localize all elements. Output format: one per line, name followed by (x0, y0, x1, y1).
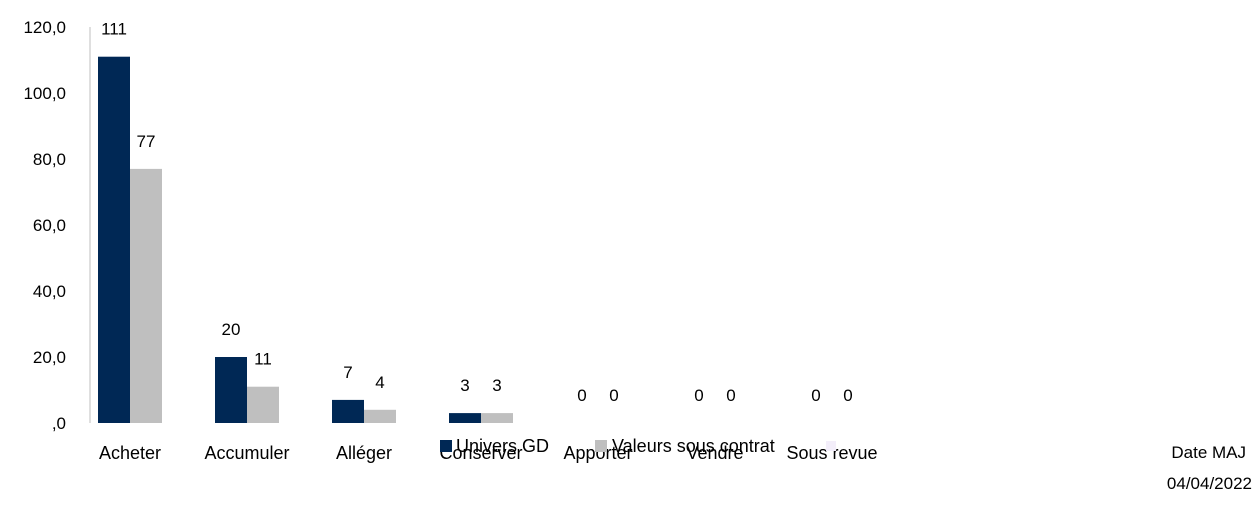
category-label-accumuler: Accumuler (204, 443, 289, 463)
data-labels-group: 111 77 20 11 7 4 3 3 0 0 0 0 0 0 (101, 20, 853, 405)
data-label-valeurs-sous-contrat-vendre: 0 (726, 386, 735, 405)
data-label-univers-gd-sous-revue: 0 (811, 386, 820, 405)
data-label-univers-gd-acheter: 111 (101, 20, 127, 39)
bar-univers-gd-conserver (449, 413, 481, 423)
bars-group (98, 56, 513, 423)
y-tick-label: 80,0 (33, 150, 66, 169)
legend-swatch-empty (826, 441, 836, 451)
data-label-univers-gd-alleger: 7 (343, 363, 352, 382)
bar-valeurs-sous-contrat-conserver (481, 413, 513, 423)
y-tick-label: 100,0 (23, 84, 66, 103)
y-tick-label: 120,0 (23, 18, 66, 37)
legend-label-valeurs-sous-contrat: Valeurs sous contrat (612, 436, 775, 456)
data-label-univers-gd-vendre: 0 (694, 386, 703, 405)
y-tick-label: 60,0 (33, 216, 66, 235)
data-label-valeurs-sous-contrat-alleger: 4 (375, 373, 384, 392)
y-tick-label: ,0 (52, 414, 66, 433)
bar-univers-gd-accumuler (215, 357, 247, 423)
legend-label-univers-gd: Univers GD (456, 436, 549, 456)
bar-univers-gd-alleger (332, 399, 364, 423)
data-label-valeurs-sous-contrat-acheter: 77 (137, 132, 156, 151)
bar-valeurs-sous-contrat-alleger (364, 409, 396, 423)
category-label-vendre: Vendre (686, 443, 743, 463)
legend: Univers GD Valeurs sous contrat (440, 436, 836, 456)
category-label-apporter: Apporter (563, 443, 632, 463)
y-axis-ticks: ,0 20,0 40,0 60,0 80,0 100,0 120,0 (23, 18, 66, 433)
category-label-alleger: Alléger (336, 443, 392, 463)
date-maj-label: Date MAJ (1171, 443, 1246, 462)
data-label-valeurs-sous-contrat-conserver: 3 (492, 376, 501, 395)
category-label-sous-revue: Sous revue (786, 443, 877, 463)
date-maj-value: 04/04/2022 (1167, 474, 1252, 493)
legend-swatch-valeurs-sous-contrat (595, 440, 607, 452)
category-labels-group: Acheter Accumuler Alléger Conserver Apporter… (99, 443, 878, 463)
bar-valeurs-sous-contrat-accumuler (247, 386, 279, 423)
y-tick-label: 40,0 (33, 282, 66, 301)
data-label-univers-gd-conserver: 3 (460, 376, 469, 395)
y-tick-label: 20,0 (33, 348, 66, 367)
data-label-valeurs-sous-contrat-sous-revue: 0 (843, 386, 852, 405)
data-label-valeurs-sous-contrat-accumuler: 11 (254, 350, 272, 369)
category-label-acheter: Acheter (99, 443, 161, 463)
bar-univers-gd-acheter (98, 56, 130, 423)
legend-swatch-univers-gd (440, 440, 452, 452)
category-label-conserver: Conserver (439, 443, 522, 463)
data-label-valeurs-sous-contrat-apporter: 0 (609, 386, 618, 405)
bar-valeurs-sous-contrat-acheter (130, 168, 162, 423)
data-label-univers-gd-apporter: 0 (577, 386, 586, 405)
data-label-univers-gd-accumuler: 20 (222, 320, 241, 339)
